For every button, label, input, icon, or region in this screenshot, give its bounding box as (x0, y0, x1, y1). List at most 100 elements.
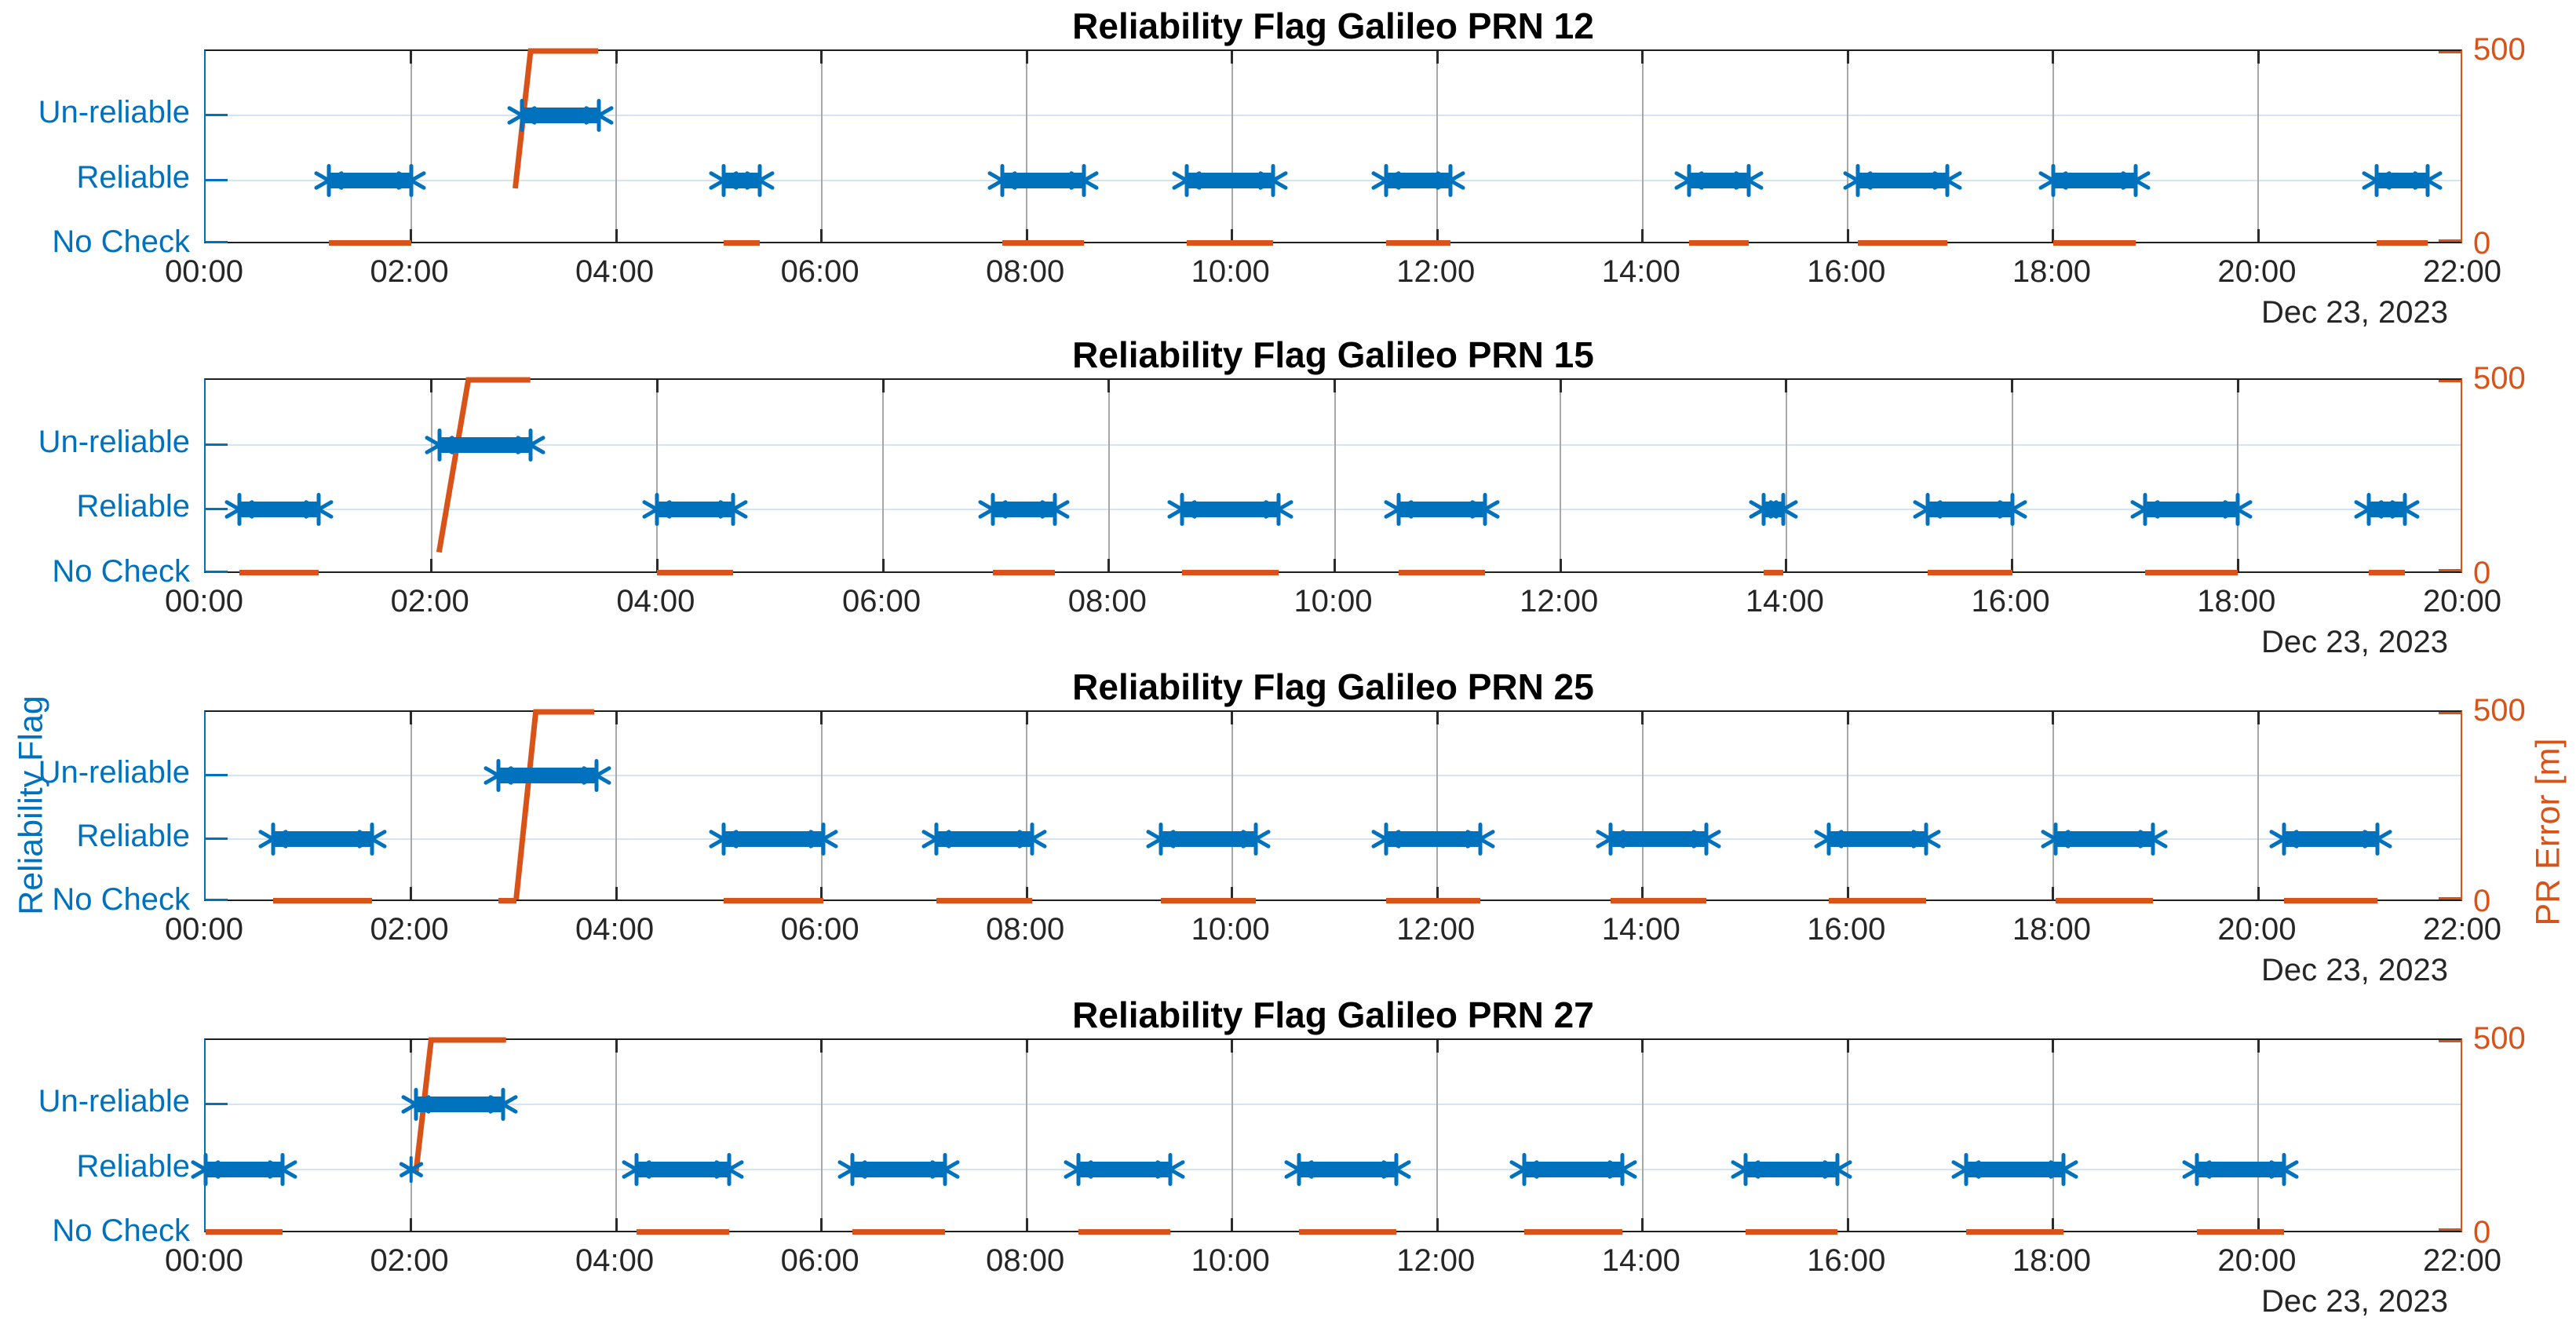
x-tick-mark (1785, 380, 1788, 392)
gridline-vertical (1560, 380, 1562, 571)
plot-area (190, 1038, 2462, 1235)
asterisk-marker-icon (1729, 1152, 1762, 1186)
gridline-vertical (2257, 1040, 2260, 1231)
gridline-vertical (615, 51, 618, 242)
gridline-horizontal (206, 509, 2461, 511)
gridline-vertical (2257, 51, 2260, 242)
pr-error-spike (206, 1040, 2461, 1231)
x-tick-label: 16:00 (1971, 584, 2050, 619)
x-tick-mark (1231, 712, 1234, 724)
asterisk-marker-icon (1690, 823, 1723, 856)
right-tick-mark (2439, 239, 2461, 242)
y-tick-label-right: 0 (2473, 556, 2491, 590)
x-tick-mark (430, 380, 433, 392)
pr-error-zero-segment (1187, 240, 1274, 246)
asterisk-marker-icon (395, 163, 428, 197)
gridline-vertical (1641, 712, 1644, 900)
x-tick-mark (1436, 51, 1439, 64)
x-tick-mark (1641, 1040, 1644, 1053)
asterisk-marker-icon (1747, 493, 1780, 527)
left-tick-mark (206, 241, 228, 243)
x-tick-mark (1641, 712, 1644, 724)
asterisk-marker-icon (1464, 823, 1497, 856)
asterisk-marker-icon (1732, 163, 1765, 197)
pr-error-zero-segment (206, 1229, 283, 1235)
asterisk-marker-icon (976, 493, 1009, 527)
pr-error-zero-segment (1858, 240, 1948, 246)
x-tick-mark (410, 1040, 413, 1053)
gridline-vertical (1107, 380, 1110, 571)
asterisk-marker-icon (1996, 493, 2029, 527)
asterisk-marker-icon (1170, 163, 1203, 197)
x-tick-label: 10:00 (1293, 584, 1373, 619)
subplot-title: Reliability Flag Galileo PRN 15 (1072, 334, 1594, 375)
asterisk-marker-icon (505, 99, 538, 133)
x-tick-mark (1641, 229, 1644, 242)
asterisk-marker-icon (2039, 823, 2072, 856)
right-tick-mark (2439, 712, 2461, 714)
x-tick-mark (2052, 887, 2055, 900)
flag-segment-bar (1524, 1161, 1622, 1177)
date-label: Dec 23, 2023 (2261, 625, 2448, 659)
asterisk-marker-icon (257, 823, 290, 856)
pr-error-zero-segment (1078, 1229, 1171, 1235)
gridline-vertical (410, 1040, 412, 1231)
x-tick-label: 08:00 (986, 1243, 1065, 1278)
asterisk-marker-icon (2136, 823, 2169, 856)
right-tick-mark (2439, 380, 2461, 382)
plot-area (204, 49, 2462, 246)
x-tick-mark (2236, 380, 2239, 392)
x-tick-mark (1025, 712, 1028, 724)
x-tick-mark (1436, 229, 1439, 242)
left-tick-mark (206, 899, 228, 901)
x-tick-label: 14:00 (1601, 912, 1680, 947)
x-tick-mark (1641, 51, 1644, 64)
y-tick-label-left: Reliable (76, 489, 190, 524)
x-tick-label: 04:00 (575, 1243, 655, 1278)
x-tick-mark (2052, 1218, 2055, 1231)
gridline-horizontal (206, 838, 2461, 840)
pr-error-zero-segment (852, 1229, 945, 1235)
asterisk-marker-icon (1821, 1152, 1854, 1186)
asterisk-marker-icon (2352, 493, 2385, 527)
x-tick-label: 02:00 (370, 1243, 449, 1278)
x-tick-label: 04:00 (575, 254, 655, 289)
gridline-vertical (820, 51, 823, 242)
x-tick-mark (820, 1218, 823, 1231)
asterisk-marker-icon (1380, 1152, 1413, 1186)
right-tick-mark (2439, 897, 2461, 900)
y-tick-label-right: 500 (2473, 1021, 2526, 1056)
x-tick-label: 10:00 (1191, 912, 1270, 947)
gridline-vertical (410, 51, 412, 242)
y-tick-label-left: Reliable (76, 1148, 190, 1184)
gridline-vertical (2237, 380, 2239, 571)
x-tick-mark (410, 1218, 413, 1231)
x-tick-label: 22:00 (2422, 1243, 2502, 1278)
x-tick-mark (2236, 559, 2239, 571)
x-tick-label: 10:00 (1191, 1243, 1270, 1278)
asterisk-marker-icon (302, 493, 335, 527)
pr-error-zero-segment (724, 240, 761, 246)
asterisk-marker-icon (1594, 823, 1627, 856)
y-tick-label-left: Un-reliable (38, 1084, 190, 1119)
x-tick-mark (1785, 559, 1788, 571)
asterisk-marker-icon (1911, 493, 1944, 527)
flag-segment-bar (1187, 172, 1274, 188)
pr-error-zero-segment (1828, 898, 1926, 903)
x-tick-mark (1334, 380, 1336, 392)
x-tick-mark (1846, 1218, 1849, 1231)
x-tick-label: 10:00 (1191, 254, 1270, 289)
x-tick-mark (1025, 887, 1028, 900)
x-tick-mark (615, 887, 618, 900)
gridline-vertical (882, 380, 885, 571)
gridline-horizontal (206, 115, 2461, 117)
asterisk-marker-icon (2411, 163, 2444, 197)
flag-segment-bar (2196, 1161, 2285, 1177)
x-tick-mark (410, 51, 413, 64)
x-tick-label: 20:00 (2217, 1243, 2297, 1278)
gridline-horizontal (206, 1104, 2461, 1106)
y-tick-label-left: No Check (52, 554, 190, 589)
asterisk-marker-icon (223, 493, 256, 527)
gridline-vertical (410, 712, 412, 900)
